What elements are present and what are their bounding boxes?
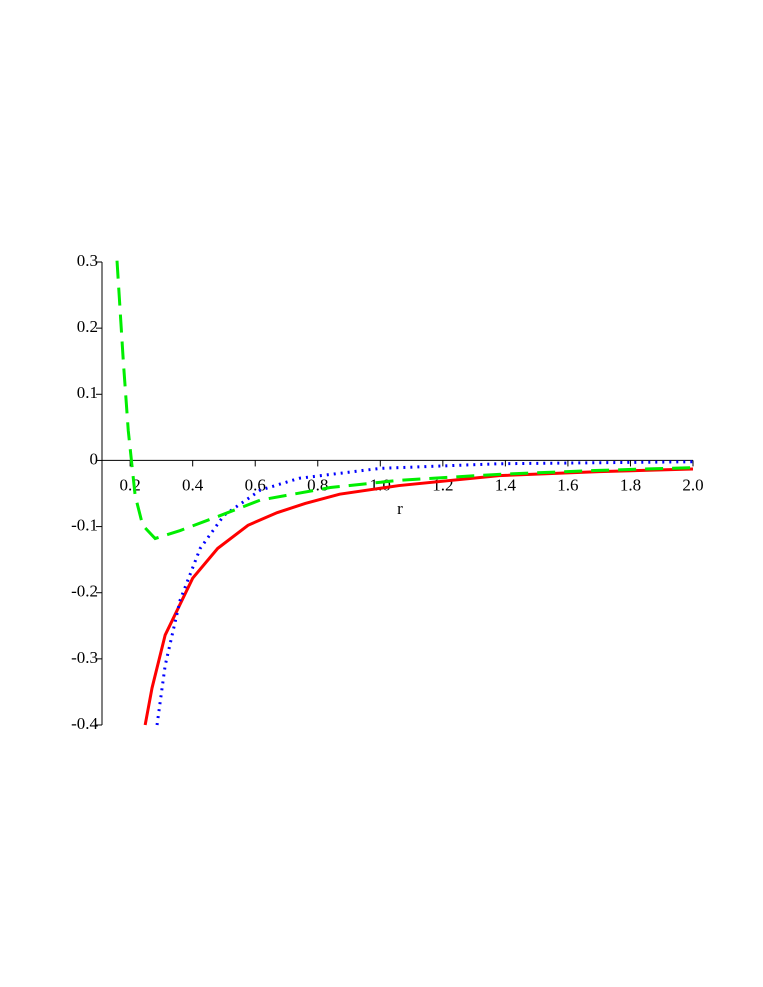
x-tick-label: 1.6	[557, 475, 578, 494]
x-axis-label: r	[397, 499, 403, 518]
series-line	[155, 460, 694, 726]
x-tick-label: 0.2	[120, 475, 141, 494]
x-tick-label: 1.4	[495, 475, 517, 494]
x-tick-label: 1.8	[620, 475, 641, 494]
y-tick-label: 0.1	[77, 383, 98, 402]
y-tick-label: -0.4	[71, 714, 98, 733]
y-tick-label: -0.1	[71, 515, 98, 534]
y-tick-label: -0.2	[71, 582, 98, 601]
series-line	[115, 260, 694, 541]
x-tick-label: 2.0	[682, 475, 703, 494]
series-line	[143, 467, 694, 726]
y-tick-label: -0.3	[71, 648, 98, 667]
x-tick-label: 1.0	[370, 475, 391, 494]
x-tick-label: 0.4	[182, 475, 204, 494]
y-tick-label: 0.2	[77, 317, 98, 336]
y-tick-label: 0	[90, 449, 99, 468]
y-tick-label: 0.3	[77, 251, 98, 270]
x-tick-label: 0.6	[245, 475, 266, 494]
